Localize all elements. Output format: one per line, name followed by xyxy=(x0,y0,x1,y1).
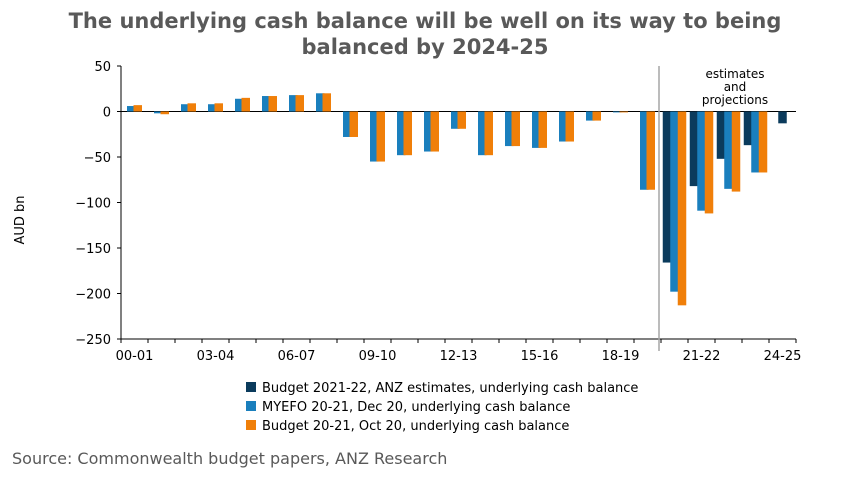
bar-3-00-01 xyxy=(133,105,142,112)
plot-area: 50 0 −50 −100 −150 −200 −250 00-01 03-04 06-07 09-… xyxy=(75,60,801,364)
bar-2-19-20 xyxy=(640,111,649,190)
bar-2-20-21 xyxy=(670,111,679,292)
bar-3-17-18 xyxy=(592,111,601,121)
bar-2-04-05 xyxy=(235,98,244,112)
bar-2-11-12 xyxy=(424,111,433,152)
legend-label-2: MYEFO 20-21, Dec 20, underlying cash bal… xyxy=(262,400,570,415)
x-tick-label: 18-19 xyxy=(602,349,640,364)
legend-swatch-3 xyxy=(246,420,256,430)
y-tick-label: −50 xyxy=(84,151,111,166)
x-tick-label: 06-07 xyxy=(278,349,316,364)
bar-2-05-06 xyxy=(262,96,271,112)
bar-2-08-09 xyxy=(343,111,352,137)
y-tick-label: −200 xyxy=(75,288,111,303)
x-tick-label: 24-25 xyxy=(764,349,802,364)
bar-3-10-11 xyxy=(403,111,412,156)
bar-3-05-06 xyxy=(268,96,277,112)
bar-3-19-20 xyxy=(646,111,655,190)
y-tick-label: −150 xyxy=(75,242,111,257)
bar-2-18-19 xyxy=(613,111,622,113)
bar-3-20-21 xyxy=(677,111,687,306)
bar-3-08-09 xyxy=(349,111,358,137)
annotation-line: estimates xyxy=(705,67,764,81)
bar-1-20-21 xyxy=(662,111,672,263)
legend-swatch-2 xyxy=(246,401,256,411)
bar-2-12-13 xyxy=(451,111,460,129)
x-tick-label: 00-01 xyxy=(116,349,154,364)
bar-2-23-24 xyxy=(751,111,760,173)
bar-2-03-04 xyxy=(208,104,217,112)
x-tick-label: 15-16 xyxy=(521,349,559,364)
bar-3-12-13 xyxy=(457,111,466,129)
y-tick-label: −250 xyxy=(75,333,111,348)
x-tick-label: 21-22 xyxy=(683,349,721,364)
legend-label-3: Budget 20-21, Oct 20, underlying cash ba… xyxy=(262,419,569,434)
bar-2-14-15 xyxy=(505,111,514,147)
bar-3-01-02 xyxy=(160,111,169,115)
annotation-line: projections xyxy=(702,93,768,107)
bar-2-07-08 xyxy=(316,93,325,112)
legend-label-1: Budget 2021-22, ANZ estimates, underlyin… xyxy=(262,381,638,396)
bar-2-16-17 xyxy=(559,111,568,142)
bar-2-02-03 xyxy=(181,104,190,112)
bar-3-16-17 xyxy=(565,111,574,142)
chart-title-line-2: balanced by 2024-25 xyxy=(302,35,549,59)
bar-2-15-16 xyxy=(532,111,541,148)
source-note: Source: Commonwealth budget papers, ANZ … xyxy=(12,449,447,468)
x-tick-label: 03-04 xyxy=(197,349,235,364)
chart-title: The underlying cash balance will be well… xyxy=(69,9,782,59)
chart-title-line-1: The underlying cash balance will be well… xyxy=(69,9,782,33)
legend: Budget 2021-22, ANZ estimates, underlyin… xyxy=(246,381,638,434)
bar-2-22-23 xyxy=(724,111,733,189)
bar-2-01-02 xyxy=(154,111,163,114)
bar-3-06-07 xyxy=(295,95,304,112)
bar-2-21-22 xyxy=(697,111,706,211)
bar-3-02-03 xyxy=(187,103,196,112)
bar-2-10-11 xyxy=(397,111,406,156)
legend-swatch-1 xyxy=(246,382,256,392)
bar-3-11-12 xyxy=(430,111,439,152)
y-tick-label: 50 xyxy=(94,60,111,75)
y-axis-label: AUD bn xyxy=(13,195,28,244)
y-tick-label: −100 xyxy=(75,197,111,212)
bar-3-09-10 xyxy=(376,111,385,162)
x-tick-label: 09-10 xyxy=(359,349,397,364)
bar-3-07-08 xyxy=(322,93,331,112)
y-tick-label: 0 xyxy=(103,106,111,121)
bar-1-24-25 xyxy=(778,111,787,124)
annotation-line: and xyxy=(724,80,747,94)
bar-3-23-24 xyxy=(758,111,768,173)
bar-2-06-07 xyxy=(289,95,298,112)
bar-3-15-16 xyxy=(538,111,547,148)
bar-2-13-14 xyxy=(478,111,487,156)
bar-3-03-04 xyxy=(214,103,223,112)
bar-2-17-18 xyxy=(586,111,595,121)
bar-3-18-19 xyxy=(619,111,628,113)
bar-1-22-23 xyxy=(716,111,726,159)
bar-3-22-23 xyxy=(731,111,741,192)
bar-2-09-10 xyxy=(370,111,379,162)
bar-3-13-14 xyxy=(484,111,493,156)
bar-3-14-15 xyxy=(511,111,520,147)
x-tick-label: 12-13 xyxy=(440,349,478,364)
bar-3-21-22 xyxy=(704,111,714,214)
bar-1-23-24 xyxy=(743,111,753,146)
bar-3-04-05 xyxy=(241,97,250,112)
bar-2-00-01 xyxy=(127,106,136,112)
bar-1-21-22 xyxy=(689,111,699,187)
